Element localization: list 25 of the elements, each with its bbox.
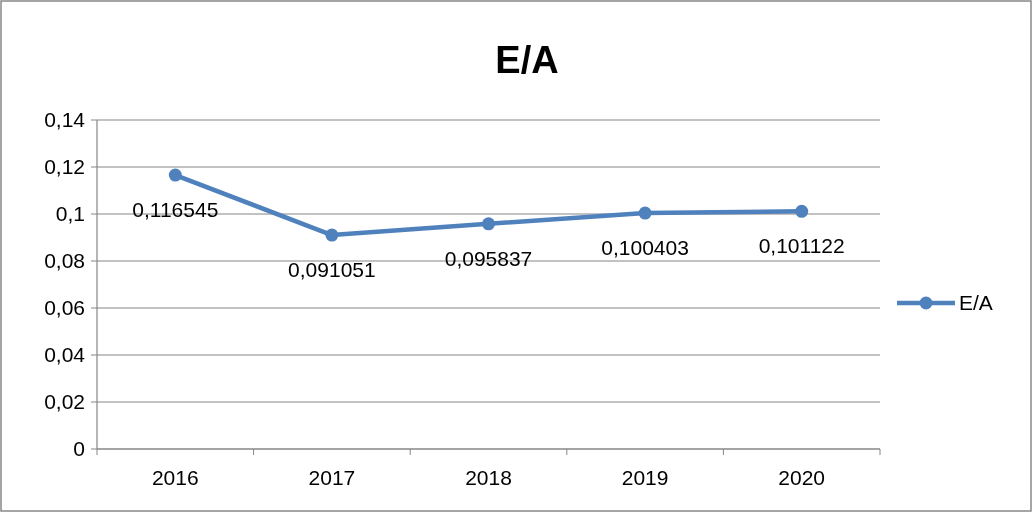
chart-title: E/A [495,39,559,81]
x-tick-label: 2020 [778,466,826,489]
point [325,228,339,242]
data-label: 0,095837 [444,246,533,270]
data-label: 0,100403 [601,236,689,260]
point [795,204,809,218]
x-tick-label: 2017 [308,466,356,489]
x-tick-label: 2019 [621,466,669,489]
data-label: 0,101122 [758,234,845,258]
legend-label: E/A [959,291,993,315]
y-tick-label: 0,06 [44,296,85,320]
x-tick-label: 2016 [151,466,199,489]
x-tick-label: 2018 [465,466,512,489]
data-label: 0,116545 [132,198,219,222]
y-tick-label: 0,12 [44,155,85,179]
point [168,168,182,182]
y-tick-label: 0,04 [44,343,86,367]
y-tick-label: 0,08 [44,249,85,273]
y-tick-label: 0 [73,437,85,461]
y-tick-label: 0,14 [44,108,86,132]
data-label: 0,091051 [288,258,376,282]
y-tick-label: 0,1 [55,202,85,226]
point [638,206,652,220]
y-tick-label: 0,02 [44,390,85,414]
point [482,217,495,231]
